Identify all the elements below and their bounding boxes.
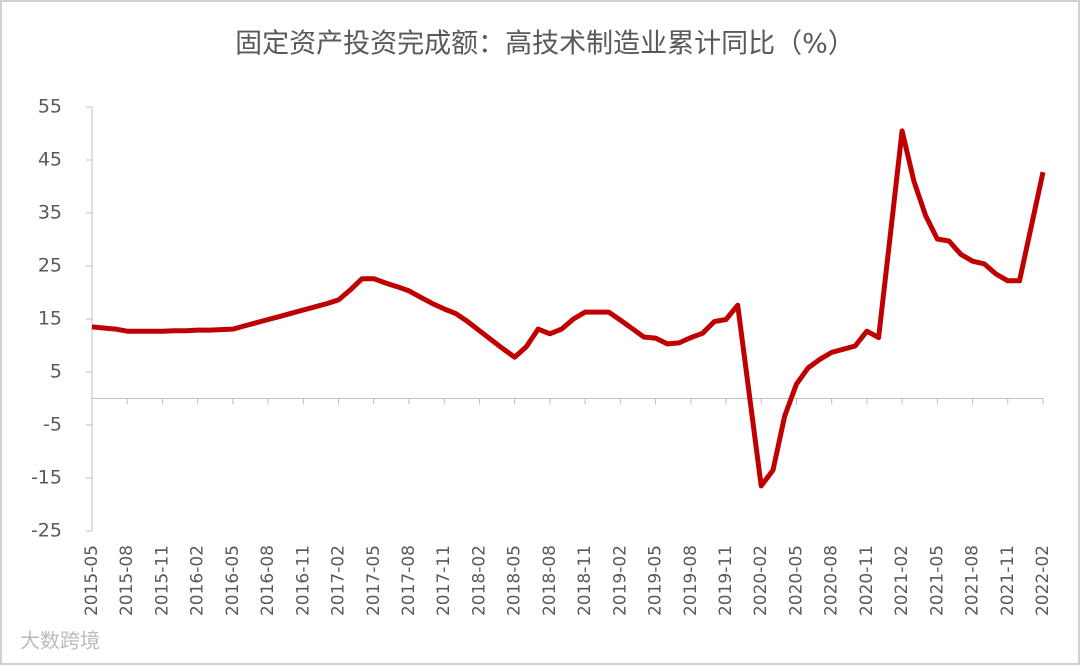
- x-tick-label: 2022-02: [1033, 545, 1053, 616]
- y-tick-label: 15: [38, 308, 62, 330]
- y-tick-label: -15: [31, 467, 62, 489]
- y-tick-label: -5: [43, 414, 62, 436]
- chart-title: 固定资产投资完成额：高技术制造业累计同比（%）: [235, 29, 855, 60]
- x-tick-label: 2017-11: [434, 545, 454, 616]
- x-tick-label: 2019-02: [610, 545, 630, 616]
- x-tick-label: 2016-05: [223, 545, 243, 616]
- x-tick-label: 2019-05: [646, 545, 666, 616]
- x-tick-label: 2018-05: [505, 545, 525, 616]
- x-tick-label: 2017-02: [329, 545, 349, 616]
- y-tick-label: 35: [38, 202, 62, 224]
- x-tick-label: 2015-11: [152, 545, 172, 616]
- x-tick-label: 2017-05: [364, 545, 384, 616]
- y-tick-label: -25: [31, 520, 62, 542]
- x-tick-label: 2019-08: [681, 545, 701, 616]
- x-tick-label: 2017-08: [399, 545, 419, 616]
- y-tick-label: 45: [38, 149, 62, 171]
- x-tick-label: 2018-02: [469, 545, 489, 616]
- y-tick-label: 25: [38, 255, 62, 277]
- y-tick-label: 5: [50, 361, 62, 383]
- watermark: 大数跨境: [20, 629, 100, 653]
- x-tick-label: 2018-08: [540, 545, 560, 616]
- x-tick-label: 2018-11: [575, 545, 595, 616]
- x-tick-label: 2016-02: [188, 545, 208, 616]
- x-tick-label: 2020-11: [857, 545, 877, 616]
- x-tick-label: 2021-05: [927, 545, 947, 616]
- data-line: [91, 128, 1046, 489]
- x-tick-label: 2020-05: [786, 545, 806, 616]
- x-tick-label: 2015-08: [117, 545, 137, 616]
- x-tick-label: 2021-11: [998, 545, 1018, 616]
- x-tick-label: 2016-08: [258, 545, 278, 616]
- x-tick-label: 2021-02: [892, 545, 912, 616]
- x-tick-label: 2015-05: [82, 545, 102, 616]
- x-tick-label: 2016-11: [293, 545, 313, 616]
- y-tick-label: 55: [38, 96, 62, 118]
- x-tick-label: 2020-08: [822, 545, 842, 616]
- x-tick-label: 2019-11: [716, 545, 736, 616]
- x-tick-label: 2020-02: [751, 545, 771, 616]
- x-tick-label: 2021-08: [963, 545, 983, 616]
